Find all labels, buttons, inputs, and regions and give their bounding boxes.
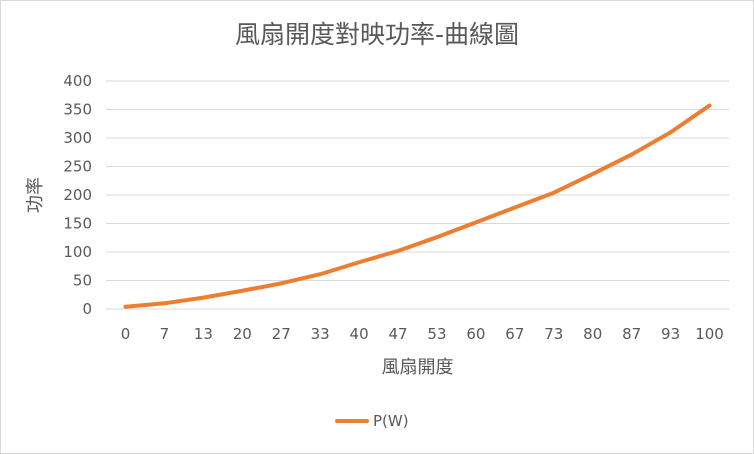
gridlines [106,80,729,310]
y-axis-title: 功率 [25,177,46,213]
x-tick-labels: 0 7 13 20 27 33 40 47 53 60 67 73 80 87 93 100 [121,325,724,343]
x-tick-label: 53 [427,325,446,343]
x-tick-label: 60 [466,325,485,343]
x-tick-label: 67 [505,325,524,343]
legend: P(W) [335,412,409,430]
x-tick-label: 47 [388,325,407,343]
x-tick-label: 0 [121,325,131,343]
series-line-0 [123,103,712,309]
legend-label: P(W) [373,412,409,430]
x-tick-label: 93 [661,325,680,343]
y-tick-label: 100 [63,243,92,261]
y-tick-label: 200 [63,186,92,204]
y-tick-labels: 0 50 100 150 200 250 300 350 400 [63,72,92,318]
x-axis-title: 風扇開度 [382,357,454,378]
y-tick-label: 350 [63,101,92,119]
y-tick-label: 150 [63,215,92,233]
chart-title: 風扇開度對映功率-曲線圖 [234,20,520,49]
x-tick-label: 33 [311,325,330,343]
y-tick-label: 300 [63,129,92,147]
x-tick-label: 100 [695,325,724,343]
series-lines [123,103,712,309]
y-tick-label: 250 [63,158,92,176]
x-tick-label: 13 [194,325,213,343]
y-tick-label: 50 [73,272,92,290]
x-tick-label: 73 [544,325,563,343]
x-tick-label: 27 [272,325,291,343]
x-tick-label: 40 [350,325,369,343]
x-tick-label: 20 [233,325,252,343]
x-tick-label: 7 [160,325,170,343]
y-tick-label: 0 [82,300,92,318]
x-tick-label: 87 [622,325,641,343]
y-tick-label: 400 [63,72,92,90]
x-tick-label: 80 [583,325,602,343]
